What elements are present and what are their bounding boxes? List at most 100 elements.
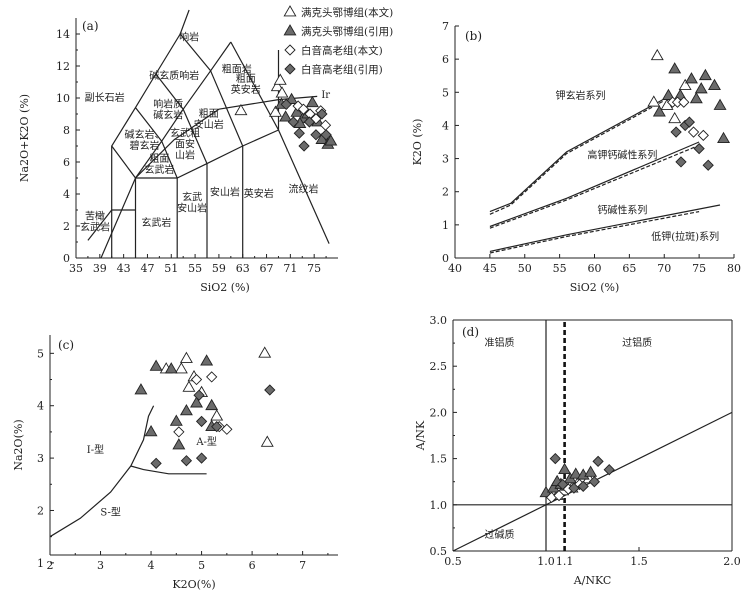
data-point	[320, 129, 332, 141]
x-tick-label: 71	[283, 262, 297, 275]
x-tick-label: 59	[212, 262, 226, 275]
data-point	[290, 105, 304, 117]
y-tick-label: 4	[442, 119, 449, 132]
data-point	[324, 134, 338, 146]
zone-label: 高钾钙碱性系列	[587, 149, 657, 162]
data-point	[205, 398, 219, 411]
zone-label: 粗面安山岩	[194, 108, 224, 131]
data-point	[568, 482, 580, 494]
data-point	[717, 131, 731, 144]
x-axis-title: A/NKC	[573, 574, 612, 587]
x-tick-label: 39	[93, 262, 107, 275]
y-tick-label: 3	[37, 452, 44, 465]
field-boundary	[182, 108, 208, 164]
data-point	[661, 88, 675, 100]
legend-marker	[283, 5, 297, 17]
panel-label: (d)	[462, 325, 479, 339]
x-tick-label: 47	[140, 262, 154, 275]
data-point	[592, 455, 604, 468]
data-point	[569, 467, 583, 479]
data-point	[258, 346, 272, 358]
data-point	[193, 389, 205, 401]
data-point	[319, 119, 332, 131]
zone-label: S-型	[100, 506, 121, 519]
series-boundary-upper-dashed	[489, 100, 665, 215]
data-point	[553, 489, 565, 502]
panel-a-tas: 35 39 43 47 51 55 59 63 67 71 75 0 2 4 6 8 10 12 14 (a) SiO2…	[18, 9, 338, 294]
series-boundary-upper	[489, 98, 665, 213]
legend-marker	[284, 44, 296, 56]
data-point	[293, 127, 305, 139]
legend-entry: 白音高老组(引用)	[284, 63, 383, 76]
data-point	[668, 62, 682, 74]
data-point	[558, 462, 572, 475]
y-axis-title: Na2O(%)	[12, 419, 25, 470]
data-point	[200, 354, 214, 366]
x-tick-label: 2	[47, 559, 54, 572]
y-tick-label: 4	[63, 188, 70, 201]
y-tick-label: 2	[63, 220, 70, 233]
x-tick-label: 35	[69, 262, 83, 275]
data-point	[650, 48, 664, 61]
y-tick-label: 0	[442, 252, 449, 265]
data-point	[221, 423, 233, 435]
data-point	[190, 396, 204, 408]
y-tick-label: 3.0	[430, 314, 448, 327]
field-boundary	[111, 9, 190, 258]
y-tick-label: 3	[442, 153, 449, 166]
x-tick-label: 40	[448, 262, 462, 275]
data-point	[584, 465, 598, 477]
zone-label: 过碱质	[485, 528, 515, 541]
zone-label: 玄武岩	[141, 216, 171, 229]
field-boundary	[277, 129, 330, 244]
zone-label: I-型	[87, 443, 104, 456]
legend-label: 白音高老组(本文)	[301, 44, 383, 57]
data-point	[275, 86, 289, 98]
y-tick-label: 1	[442, 219, 449, 232]
data-point	[180, 455, 193, 467]
data-point	[698, 68, 712, 81]
data-point	[206, 371, 218, 383]
data-point	[287, 116, 299, 128]
field-boundary	[87, 209, 113, 241]
field-boundary	[155, 73, 184, 110]
y-tick-label: 6	[63, 156, 70, 169]
x-tick-label: 67	[260, 262, 274, 275]
zone-label: 安山岩	[210, 186, 240, 199]
x-tick-label: 43	[117, 262, 131, 275]
x-axis-title: SiO2 (%)	[570, 281, 620, 294]
y-tick-label: 2	[442, 186, 449, 199]
y-tick-label: 5	[442, 86, 449, 99]
data-point	[670, 126, 682, 138]
legend-label: 满克头鄂博组(引用)	[301, 25, 393, 38]
series-boundary-middle	[489, 141, 700, 228]
zone-label: 响岩	[179, 30, 199, 43]
data-point	[179, 404, 193, 416]
y-tick-label: 2.5	[430, 360, 448, 373]
legend-label: 白音高老组(引用)	[301, 63, 383, 76]
legend-label: 满克头鄂博组(本文)	[301, 6, 393, 19]
zone-label: 副长石岩	[85, 91, 125, 104]
data-point	[316, 108, 328, 120]
data-point	[270, 79, 284, 92]
legend: 满克头鄂博组(本文) 满克头鄂博组(引用) 白音高老组(本文) 白音高老组(引用)	[283, 5, 393, 76]
x-tick-label: 75	[307, 262, 321, 275]
y-tick-label: 10	[56, 92, 70, 105]
data-point	[268, 105, 282, 117]
data-point	[280, 98, 292, 111]
x-axis-title: K2O(%)	[172, 578, 215, 591]
panel-d-ank-ankc: 0.5 1.0 1.1 1.5 2.00.51.01.52.02.53.0(d)A/NK…	[414, 314, 741, 587]
field-boundary	[111, 129, 279, 179]
x-tick-label: 0.5	[444, 555, 462, 568]
x-tick-label: 70	[657, 262, 671, 275]
x-axis-title: SiO2 (%)	[200, 281, 250, 294]
data-point	[647, 95, 661, 107]
field-boundary	[135, 107, 163, 142]
data-point	[603, 464, 615, 476]
x-tick-label: 45	[483, 262, 497, 275]
x-tick-label: 7	[299, 559, 306, 572]
data-point	[588, 476, 600, 488]
data-point	[713, 98, 727, 110]
